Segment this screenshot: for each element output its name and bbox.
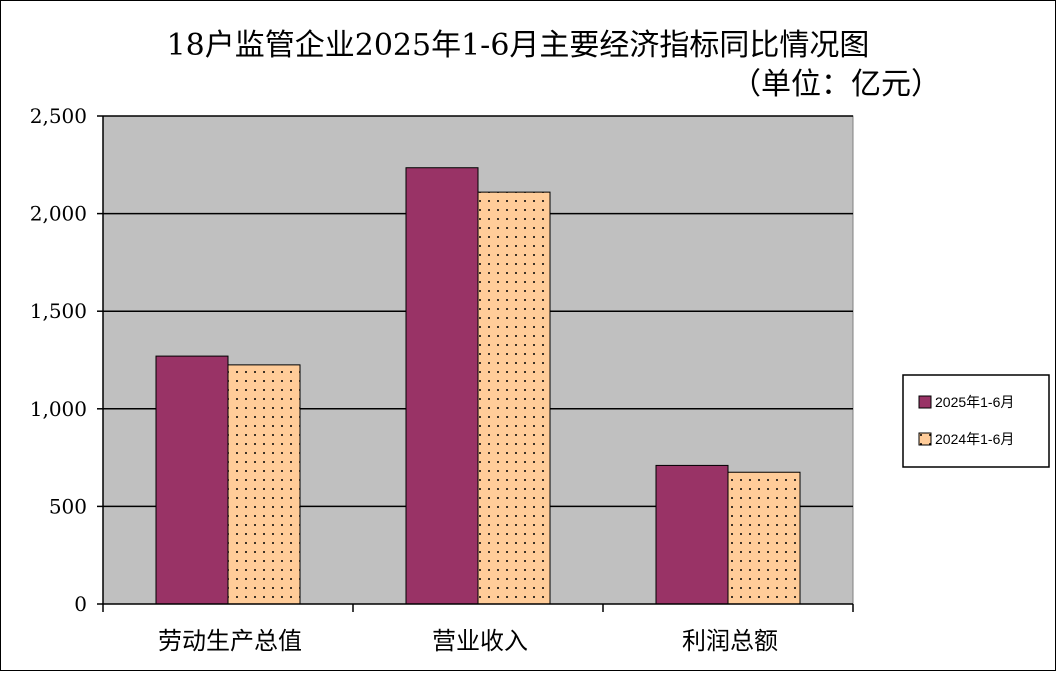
bar-1-0 xyxy=(405,167,479,605)
legend-box xyxy=(902,374,1050,468)
bar-2-1 xyxy=(727,471,801,605)
chart-subtitle: （单位：亿元） xyxy=(731,67,941,102)
y-tick-label-1: 500 xyxy=(49,494,87,518)
y-tick-label-0: 0 xyxy=(74,592,87,616)
chart-title: 18户监管企业2025年1-6月主要经济指标同比情况图 xyxy=(167,28,870,63)
x-category-labels: 劳动生产总值 营业收入 利润总额 xyxy=(158,627,778,655)
y-tick-label-5: 2,500 xyxy=(30,104,87,128)
legend: 2025年1-6月 2024年1-6月 xyxy=(902,374,1050,468)
bar-0-1 xyxy=(227,364,301,605)
y-tick-label-4: 2,000 xyxy=(30,202,87,226)
bar-1-1 xyxy=(477,191,551,605)
y-tick-label-3: 1,500 xyxy=(30,299,87,323)
bar-0-0 xyxy=(155,355,229,605)
x-category-label-1: 营业收入 xyxy=(432,627,528,655)
axes xyxy=(97,115,854,612)
legend-swatch-2025 xyxy=(918,395,932,409)
y-tick-labels: 0 500 1,000 1,500 2,000 2,500 xyxy=(30,104,87,616)
bar-2-0 xyxy=(655,464,729,605)
x-category-label-0: 劳动生产总值 xyxy=(158,627,302,655)
x-category-label-2: 利润总额 xyxy=(682,627,778,655)
legend-label-2025: 2025年1-6月 xyxy=(935,394,1014,410)
bars xyxy=(155,167,801,605)
legend-swatch-2024 xyxy=(918,432,932,446)
y-tick-label-2: 1,000 xyxy=(30,397,87,421)
legend-label-2024: 2024年1-6月 xyxy=(935,431,1014,447)
